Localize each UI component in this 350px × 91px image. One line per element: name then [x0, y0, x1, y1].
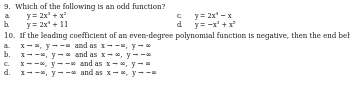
Text: 9.  Which of the following is an odd function?: 9. Which of the following is an odd func… — [4, 3, 166, 11]
Text: y = 2x⁴ − x: y = 2x⁴ − x — [194, 12, 232, 20]
Text: d.     x → −∞,  y → −∞  and as  x → ∞,  y → −∞: d. x → −∞, y → −∞ and as x → ∞, y → −∞ — [4, 69, 157, 77]
Text: b.: b. — [4, 21, 10, 29]
Text: y = 2x³ + x²: y = 2x³ + x² — [26, 12, 66, 20]
Text: 10.  If the leading coefficient of an even-degree polynomial function is negativ: 10. If the leading coefficient of an eve… — [4, 32, 350, 40]
Text: y = −x³ + x⁵: y = −x³ + x⁵ — [194, 21, 236, 29]
Text: c.: c. — [177, 12, 183, 20]
Text: b.     x → −∞,  y → ∞  and as  x → ∞,  y → −∞: b. x → −∞, y → ∞ and as x → ∞, y → −∞ — [4, 51, 152, 59]
Text: y = 2x⁴ + 11: y = 2x⁴ + 11 — [26, 21, 69, 29]
Text: a.: a. — [4, 12, 10, 20]
Text: a.     x → ∞,  y → −∞  and as  x → −∞,  y → ∞: a. x → ∞, y → −∞ and as x → −∞, y → ∞ — [4, 42, 151, 50]
Text: d.: d. — [177, 21, 183, 29]
Text: c.     x → −∞,  y → −∞  and as  x → ∞,  y → ∞: c. x → −∞, y → −∞ and as x → ∞, y → ∞ — [4, 60, 151, 68]
